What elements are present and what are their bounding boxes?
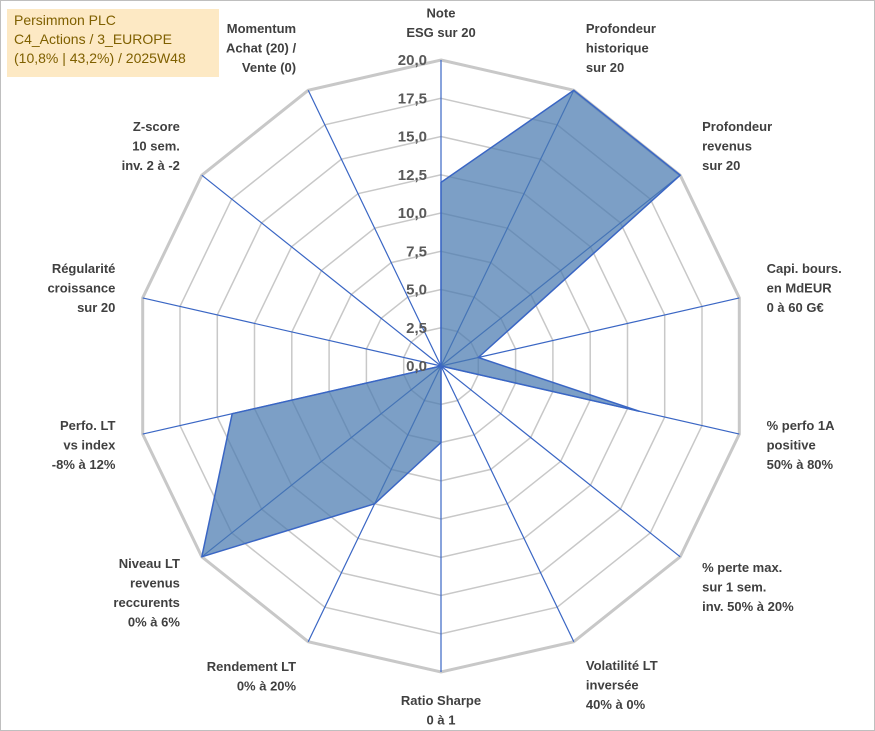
axis-label-13: Z-score xyxy=(133,119,180,134)
axis-label-9: Rendement LT xyxy=(207,659,296,674)
axis-label-3: revenus xyxy=(702,139,752,154)
axis-spoke-14 xyxy=(307,90,442,367)
axis-label-10: 0% à 6% xyxy=(128,615,180,630)
axis-label-7: Volatilité LT xyxy=(586,658,658,673)
axis-label-1: Note xyxy=(427,6,456,21)
axis-label-6: % perte max. xyxy=(702,560,782,575)
axis-label-1: ESG sur 20 xyxy=(406,25,475,40)
axis-label-11: -8% à 12% xyxy=(52,457,116,472)
company-name: Persimmon PLC xyxy=(14,12,116,28)
chart-title-box: Persimmon PLC C4_Actions / 3_EUROPE (10,… xyxy=(7,9,219,77)
axis-label-10: reccurents xyxy=(113,595,179,610)
axis-spoke-13 xyxy=(201,174,442,367)
portfolio-category: C4_Actions / 3_EUROPE xyxy=(14,31,172,47)
axis-label-11: vs index xyxy=(63,438,116,453)
series-area xyxy=(201,89,681,558)
axis-label-12: sur 20 xyxy=(77,300,115,315)
axis-label-2: historique xyxy=(586,41,649,56)
axis-label-4: en MdEUR xyxy=(767,280,833,295)
tick-label: 2,5 xyxy=(406,320,427,337)
tick-label: 15,0 xyxy=(398,129,427,146)
axis-label-7: 40% à 0% xyxy=(586,697,646,712)
axis-label-3: sur 20 xyxy=(702,158,740,173)
axis-label-10: revenus xyxy=(130,576,180,591)
axis-label-5: positive xyxy=(767,438,816,453)
tick-label: 0,0 xyxy=(406,358,427,375)
axis-label-7: inversée xyxy=(586,678,639,693)
axis-label-4: 0 à 60 G€ xyxy=(767,300,824,315)
axis-label-12: croissance xyxy=(47,280,115,295)
series-layer xyxy=(201,89,681,558)
axis-spoke-6 xyxy=(440,365,681,558)
axis-label-13: inv. 2 à -2 xyxy=(122,158,180,173)
axis-label-11: Perfo. LT xyxy=(60,418,115,433)
axis-label-6: inv. 50% à 20% xyxy=(702,599,794,614)
axis-label-14: Vente (0) xyxy=(242,60,296,75)
axis-label-2: sur 20 xyxy=(586,60,624,75)
tick-label: 7,5 xyxy=(406,243,427,260)
axis-label-13: 10 sem. xyxy=(132,139,180,154)
axis-label-14: Achat (20) / xyxy=(226,41,296,56)
axis-label-5: % perfo 1A xyxy=(767,418,836,433)
tick-label: 20,0 xyxy=(398,52,427,69)
tick-label: 12,5 xyxy=(398,167,427,184)
axis-label-3: Profondeur xyxy=(702,119,772,134)
tick-label: 10,0 xyxy=(398,205,427,222)
label-layer: Note ESG sur 20 Profondeur historique sur 20… xyxy=(47,6,841,728)
axis-label-5: 50% à 80% xyxy=(767,457,834,472)
tick-label: 17,5 xyxy=(398,90,427,107)
score-and-week: (10,8% | 43,2%) / 2025W48 xyxy=(14,50,186,66)
axis-spoke-12 xyxy=(142,297,442,367)
axis-label-8: 0 à 1 xyxy=(427,713,456,728)
axis-label-6: sur 1 sem. xyxy=(702,579,766,594)
axis-label-4: Capi. bours. xyxy=(767,261,842,276)
axis-label-10: Niveau LT xyxy=(119,556,180,571)
axis-label-12: Régularité xyxy=(52,261,116,276)
axis-spoke-7 xyxy=(440,365,575,642)
tick-label: 5,0 xyxy=(406,282,427,299)
axis-label-2: Profondeur xyxy=(586,21,656,36)
axis-label-8: Ratio Sharpe xyxy=(401,693,481,708)
axis-spoke-4 xyxy=(440,297,740,367)
axis-label-9: 0% à 20% xyxy=(237,679,297,694)
axis-label-14: Momentum xyxy=(227,21,296,36)
tick-layer: 0,0 2,5 5,0 7,5 10,0 12,5 15,0 17,5 20,0 xyxy=(398,52,427,375)
